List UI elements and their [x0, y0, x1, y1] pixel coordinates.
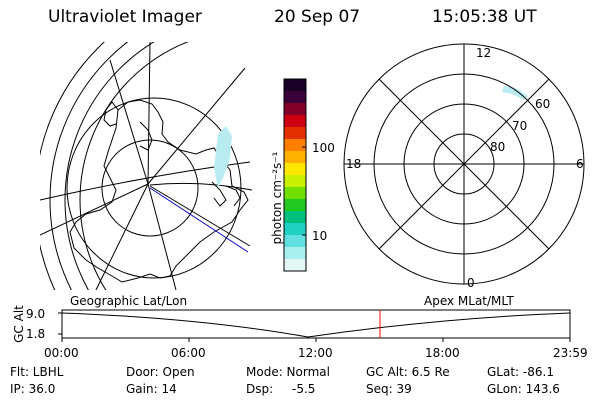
mlt-label-0: 0	[467, 276, 475, 290]
status-dsp-label: Dsp:	[246, 382, 274, 396]
satellite-track	[149, 187, 249, 253]
mlt-label-6: 6	[576, 157, 584, 171]
aurora-patch	[214, 126, 232, 188]
xtick-2359: 23:59	[553, 346, 588, 360]
mlt-label-18: 18	[346, 157, 362, 171]
colorbar-tick-100: 100	[312, 141, 335, 155]
status-seq: Seq: 39	[366, 382, 412, 396]
status-flt: Flt: LBHL	[10, 365, 64, 379]
timeline-ylabel: GC Alt	[12, 305, 26, 343]
mlat-label-70: 70	[512, 119, 528, 133]
geographic-map	[40, 42, 253, 290]
altitude-curve	[61, 312, 571, 338]
color-bar	[283, 78, 307, 272]
header-date: 20 Sep 07	[274, 7, 361, 27]
mlat-label-80: 80	[490, 140, 506, 154]
status-ip: IP: 36.0	[10, 382, 56, 396]
xtick-1800: 18:00	[425, 346, 460, 360]
xtick-1200: 12:00	[298, 346, 333, 360]
antarctica-coastline	[69, 99, 249, 283]
ytick-9: 9.0	[26, 307, 46, 321]
xtick-0600: 06:00	[171, 346, 206, 360]
status-glat: GLat: -86.1	[487, 365, 554, 379]
status-door: Door: Open	[126, 365, 195, 379]
status-mode: Mode: Normal	[246, 365, 330, 379]
instrument-title: Ultraviolet Imager	[48, 7, 202, 27]
timeline-plot	[58, 309, 571, 342]
apex-caption: Apex MLat/MLT	[424, 294, 514, 308]
ytick-1-8: 1.8	[26, 327, 46, 341]
status-dsp-value: -5.5	[292, 382, 316, 396]
mlat-label-60: 60	[535, 97, 551, 111]
status-glon: GLon: 143.6	[487, 382, 560, 396]
header-time: 15:05:38 UT	[432, 7, 537, 27]
latitude-circle	[101, 139, 199, 237]
status-gain: Gain: 14	[126, 382, 177, 396]
colorbar-tick-10: 10	[312, 229, 328, 243]
colorbar-unit-label: photon cm⁻²s⁻¹	[270, 151, 284, 245]
aurora-arc	[502, 86, 528, 100]
polar-plot	[343, 43, 585, 285]
geographic-caption: Geographic Lat/Lon	[70, 294, 188, 308]
status-gc-alt: GC Alt: 6.5 Re	[366, 365, 450, 379]
mlt-label-12: 12	[476, 46, 492, 60]
xtick-0000: 00:00	[44, 346, 79, 360]
